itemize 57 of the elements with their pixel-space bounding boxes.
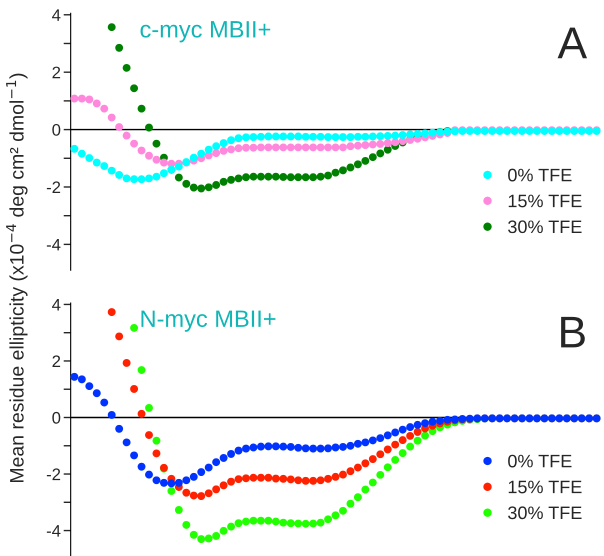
- point: [197, 184, 206, 192]
- point: [309, 173, 318, 182]
- point: [145, 124, 153, 132]
- point: [250, 172, 258, 181]
- point: [346, 164, 354, 172]
- point: [122, 64, 131, 72]
- point: [324, 172, 332, 180]
- annotation: A: [558, 28, 588, 58]
- point: [294, 173, 302, 182]
- point: [368, 153, 377, 162]
- y-tick-label: 4: [52, 9, 60, 21]
- point: [190, 184, 198, 192]
- point: [339, 166, 347, 174]
- y-tick-label: 2: [52, 355, 60, 368]
- y-tick-label: -4: [46, 238, 60, 250]
- legend-label: 30% TFE: [508, 506, 582, 520]
- point: [302, 173, 310, 182]
- point: [108, 23, 116, 32]
- point: [332, 168, 340, 177]
- y-tick-label: 4: [52, 299, 60, 310]
- point: [384, 146, 392, 154]
- point: [204, 183, 213, 192]
- legend-label: 15% TFE: [508, 480, 582, 494]
- point: [354, 160, 362, 168]
- point: [174, 174, 183, 182]
- y-tick-label: -2: [46, 181, 60, 194]
- y-axis-title: Mean residue ellipticity (x10$^{−4}$ deg cm² dmol$^{−1}$): [6, 74, 28, 482]
- point: [212, 181, 220, 189]
- point: [234, 174, 242, 182]
- point: [220, 178, 228, 186]
- y-tick-label: 0: [52, 124, 60, 136]
- point: [286, 173, 295, 182]
- point: [130, 84, 138, 92]
- point: [361, 156, 370, 165]
- legend-label: 0% TFE: [508, 454, 572, 468]
- point: [279, 173, 288, 181]
- point: [182, 180, 190, 188]
- point: [152, 140, 160, 148]
- point: [227, 176, 235, 184]
- point: [242, 173, 250, 182]
- annotation: B: [561, 316, 585, 348]
- legend-label: 30% TFE: [508, 220, 582, 234]
- legend-label: 15% TFE: [508, 194, 582, 208]
- point: [256, 172, 265, 181]
- y-tick-label: -4: [46, 525, 60, 537]
- y-tick-label: 0: [52, 412, 60, 424]
- point: [138, 104, 146, 113]
- point: [264, 172, 272, 181]
- chart-title: N-myc MBII+: [141, 310, 276, 332]
- chart-title: c-myc MBII+: [140, 21, 270, 42]
- y-tick-label: 2: [52, 66, 60, 78]
- point: [316, 172, 325, 181]
- point: [376, 149, 384, 158]
- y-tick-label: -2: [46, 468, 60, 480]
- point: [272, 172, 280, 181]
- point: [115, 44, 124, 52]
- legend-label: 0% TFE: [508, 168, 572, 182]
